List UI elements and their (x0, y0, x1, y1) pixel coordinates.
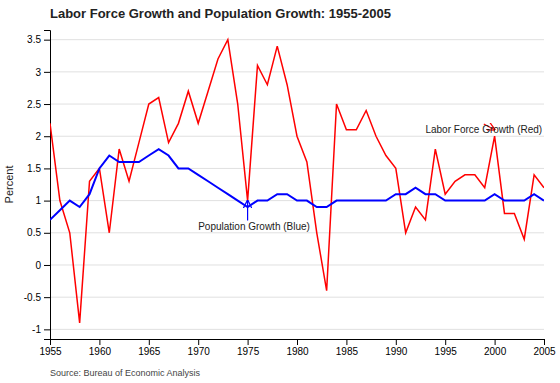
x-tick: 1970 (188, 339, 211, 357)
grid (50, 40, 544, 330)
x-tick: 1965 (138, 339, 161, 357)
x-tick-mark (297, 339, 298, 345)
x-tick-mark (445, 339, 446, 345)
grid-line (50, 232, 544, 233)
y-tick-label: 3.5 (27, 34, 41, 45)
grid-line (50, 71, 544, 72)
y-tick-label: 2.5 (27, 99, 41, 110)
y-tick-mark (44, 168, 50, 169)
x-tick: 1975 (237, 339, 260, 357)
title: Labor Force Growth and Population Growth… (50, 6, 391, 21)
x-tick-label: 1965 (138, 346, 161, 357)
x-tick-mark (346, 339, 347, 345)
y-tick: 0 (35, 260, 50, 271)
annotation: Labor Force Growth (Red) (425, 124, 542, 135)
y-tick-mark (44, 265, 50, 266)
x-tick-mark (495, 339, 496, 345)
x-tick: 1955 (39, 339, 62, 357)
y-tick: -1 (32, 324, 50, 335)
y-tick-label: -1 (32, 324, 41, 335)
series-line (50, 149, 544, 220)
x-tick: 1990 (385, 339, 408, 357)
y-tick: 3.5 (27, 34, 50, 45)
y-axis-title: Percent (3, 166, 15, 204)
y-tick-mark (44, 297, 50, 298)
y-tick-mark (44, 329, 50, 330)
x-axis-line (51, 340, 545, 346)
y-axis-line (44, 31, 51, 340)
y-tick: 3 (35, 67, 50, 78)
y-tick-mark (44, 201, 50, 202)
annotation-arrow (247, 201, 248, 221)
x-tick: 2005 (533, 339, 556, 357)
x-tick-label: 2000 (484, 346, 507, 357)
y-tick-label: 2 (35, 131, 41, 142)
x-tick: 1995 (435, 339, 458, 357)
x-tick-label: 2005 (533, 346, 556, 357)
x-tick: 1980 (286, 339, 309, 357)
x-tick: 1960 (89, 339, 112, 357)
y-tick: 0.5 (27, 227, 50, 238)
y-tick-mark (44, 40, 50, 41)
x-tick-label: 1980 (286, 346, 309, 357)
y-tick-mark (44, 233, 50, 234)
x-tick-label: 1990 (385, 346, 408, 357)
source-note: Source: Bureau of Economic Analysis (50, 368, 201, 378)
grid-line (50, 168, 544, 169)
x-tick-label: 1955 (39, 346, 62, 357)
y-tick: 2.5 (27, 99, 50, 110)
y-tick: 1.5 (27, 163, 50, 174)
x-tick: 2000 (484, 339, 507, 357)
plot: 1955 1960 1965 1970 1975 1980 1985 1990 1995 2000… (24, 31, 556, 358)
chart: 1955 1960 1965 1970 1975 1980 1985 1990 1995 2000… (0, 0, 560, 383)
x-tick-label: 1960 (89, 346, 112, 357)
x-tick-label: 1995 (435, 346, 458, 357)
y-tick-mark (44, 72, 50, 73)
y-tick-label: 3 (35, 67, 41, 78)
x-tick: 1985 (336, 339, 359, 357)
x-tick-mark (396, 339, 397, 345)
grid-line (50, 329, 544, 330)
y-tick-label: 1 (35, 195, 41, 206)
x-tick-mark (544, 339, 545, 345)
annotation: Population Growth (Blue) (198, 221, 310, 232)
x-tick-label: 1985 (336, 346, 359, 357)
grid-line (50, 104, 544, 105)
lines (50, 40, 544, 323)
x-tick-mark (99, 339, 100, 345)
annotations: Labor Force Growth (Red) Population Growt… (198, 124, 542, 232)
y-tick-mark (44, 104, 50, 105)
x-axis: 1955 1960 1965 1970 1975 1980 1985 1990 1995 2000… (39, 339, 556, 357)
y-tick-label: -0.5 (24, 292, 42, 303)
y-tick-label: 0 (35, 260, 41, 271)
x-tick-mark (248, 339, 249, 345)
x-tick-label: 1975 (237, 346, 260, 357)
y-tick: 2 (35, 131, 50, 142)
y-tick-mark (44, 136, 50, 137)
y-tick-label: 0.5 (27, 227, 41, 238)
x-tick-mark (149, 339, 150, 345)
y-tick: 1 (35, 195, 50, 206)
grid-line (50, 39, 544, 40)
x-tick-label: 1970 (188, 346, 211, 357)
grid-line (50, 264, 544, 265)
y-axis: -1 -0.5 0 0.5 1 1.5 2 2.5 3 3.5 (24, 31, 51, 340)
series-line (50, 40, 544, 323)
y-tick-label: 1.5 (27, 163, 41, 174)
x-tick-mark (198, 339, 199, 345)
y-tick: -0.5 (24, 292, 50, 303)
grid-line (50, 297, 544, 298)
